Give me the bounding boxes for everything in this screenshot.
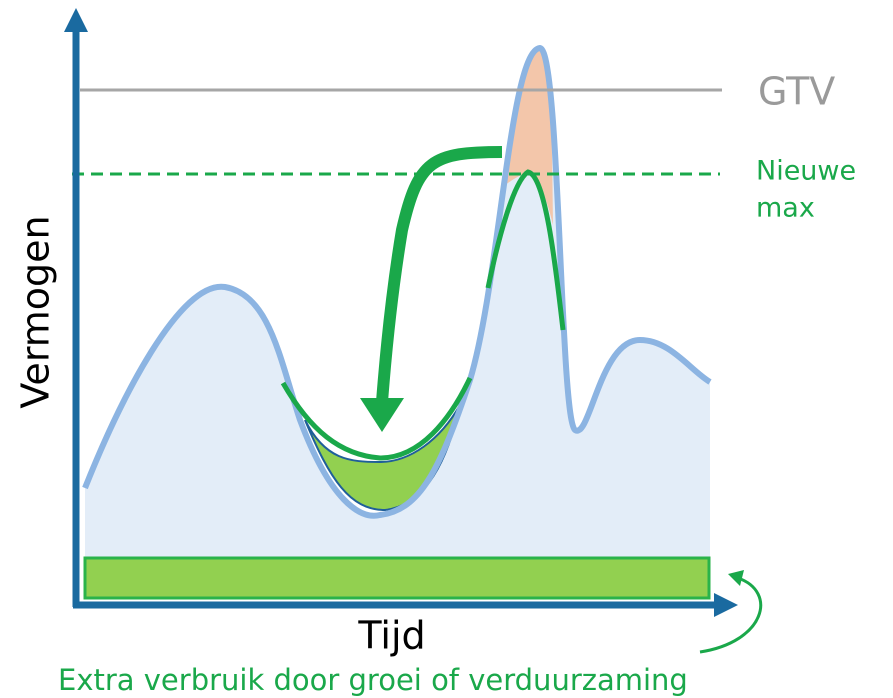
load-curve (82, 44, 712, 519)
shift-arrow (376, 146, 503, 403)
caption-pointer-head (728, 570, 744, 586)
shift-arrow-head (360, 398, 404, 432)
x-axis-arrow (714, 593, 738, 617)
y-axis-arrow (64, 8, 88, 32)
x-axis-label: Tijd (357, 614, 425, 658)
new-peak-curve (485, 169, 566, 331)
y-axis-label: Vermogen (14, 215, 58, 408)
extra-usage-bar (83, 556, 711, 600)
new-max-label: Nieuwe (756, 156, 856, 187)
new-max-label: max (756, 193, 815, 224)
gtv-label: GTV (758, 70, 835, 114)
peak-excess (505, 48, 553, 225)
caption-pointer (699, 576, 763, 654)
new-valley-curve (280, 376, 473, 461)
caption: Extra verbruik door groei of verduurzami… (58, 663, 688, 697)
